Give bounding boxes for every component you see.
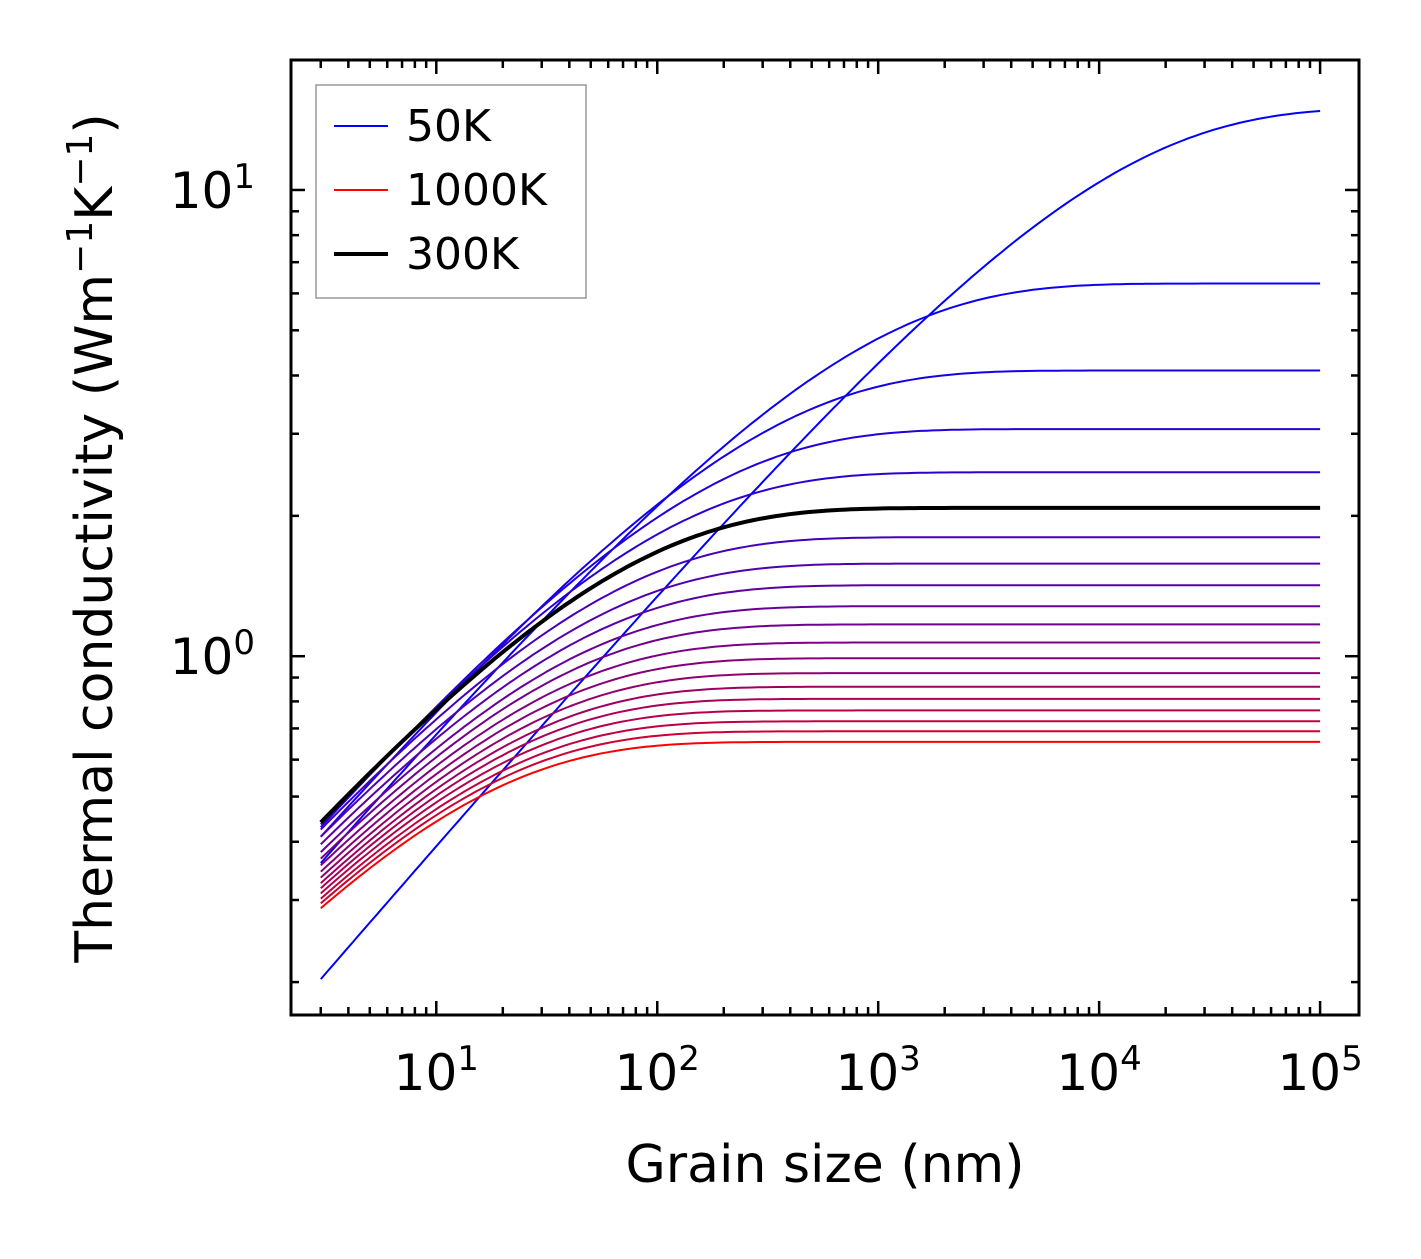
x-tick-label-exp: 4: [1120, 1039, 1142, 1079]
legend-label-1000K: 1000K: [406, 165, 548, 216]
legend-entries: 50K 1000K 300K: [334, 101, 548, 280]
y-tick-label-base: 10: [170, 628, 234, 686]
x-tick-label-base: 10: [394, 1044, 458, 1102]
y-tick-label-exp: 0: [233, 623, 255, 663]
series-line-550K: [320, 623, 1321, 860]
series-line-250K: [320, 471, 1321, 825]
series-line-300K: [319, 505, 1321, 824]
series-line-600K: [320, 641, 1321, 867]
y-axis-title-mid: K: [65, 185, 125, 221]
y-tick-label-exp: 1: [233, 157, 255, 197]
series-line-1000K: [320, 740, 1321, 910]
legend: 50K 1000K 300K: [315, 84, 587, 299]
series-line-750K: [320, 685, 1321, 884]
x-tick-label-base: 10: [836, 1044, 900, 1102]
y-axis-title-base: Thermal conductivity (Wm: [65, 274, 125, 964]
x-tick-label: 103: [836, 1039, 921, 1102]
plot-frame: [289, 58, 1361, 1017]
y-axis-title-sup1: −1: [60, 221, 101, 274]
x-tick-label-base: 10: [1277, 1044, 1341, 1102]
x-tick-label-base: 10: [615, 1044, 679, 1102]
series-layer: [319, 110, 1321, 980]
y-axis-title: Thermal conductivity (Wm−1K−1): [60, 113, 125, 963]
series-line-800K: [320, 697, 1321, 889]
series-line-500K: [320, 605, 1321, 853]
series-line-50K: [320, 110, 1321, 980]
legend-label-300K: 300K: [406, 229, 520, 280]
x-tick-label-exp: 2: [678, 1039, 700, 1079]
series-line-700K: [320, 672, 1321, 879]
y-tick-label: 100: [170, 623, 255, 686]
series-line-350K: [320, 536, 1321, 831]
y-tick-label: 101: [170, 157, 255, 220]
x-tick-label: 105: [1277, 1039, 1362, 1102]
y-tick-label-base: 10: [170, 162, 234, 220]
x-tick-label: 102: [615, 1039, 700, 1102]
legend-box: [315, 84, 587, 299]
y-axis-title-sup2: −1: [60, 134, 101, 187]
x-tick-label: 104: [1057, 1039, 1142, 1102]
series-line-450K: [320, 584, 1321, 846]
series-line-200K: [320, 428, 1321, 828]
series-line-900K: [320, 720, 1321, 900]
x-tick-label-base: 10: [1057, 1044, 1121, 1102]
x-tick-label-exp: 3: [899, 1039, 921, 1079]
x-tick-label-exp: 5: [1341, 1039, 1363, 1079]
y-axis-title-end: ): [65, 113, 125, 133]
x-axis-title: Grain size (nm): [625, 1135, 1024, 1195]
series-line-950K: [320, 730, 1321, 905]
series-line-400K: [320, 562, 1321, 838]
x-tick-label: 101: [394, 1039, 479, 1102]
legend-label-50K: 50K: [406, 101, 492, 152]
series-line-100K: [320, 282, 1321, 864]
series-line-850K: [320, 709, 1321, 895]
series-line-650K: [320, 657, 1321, 873]
x-tick-label-exp: 1: [457, 1039, 479, 1079]
